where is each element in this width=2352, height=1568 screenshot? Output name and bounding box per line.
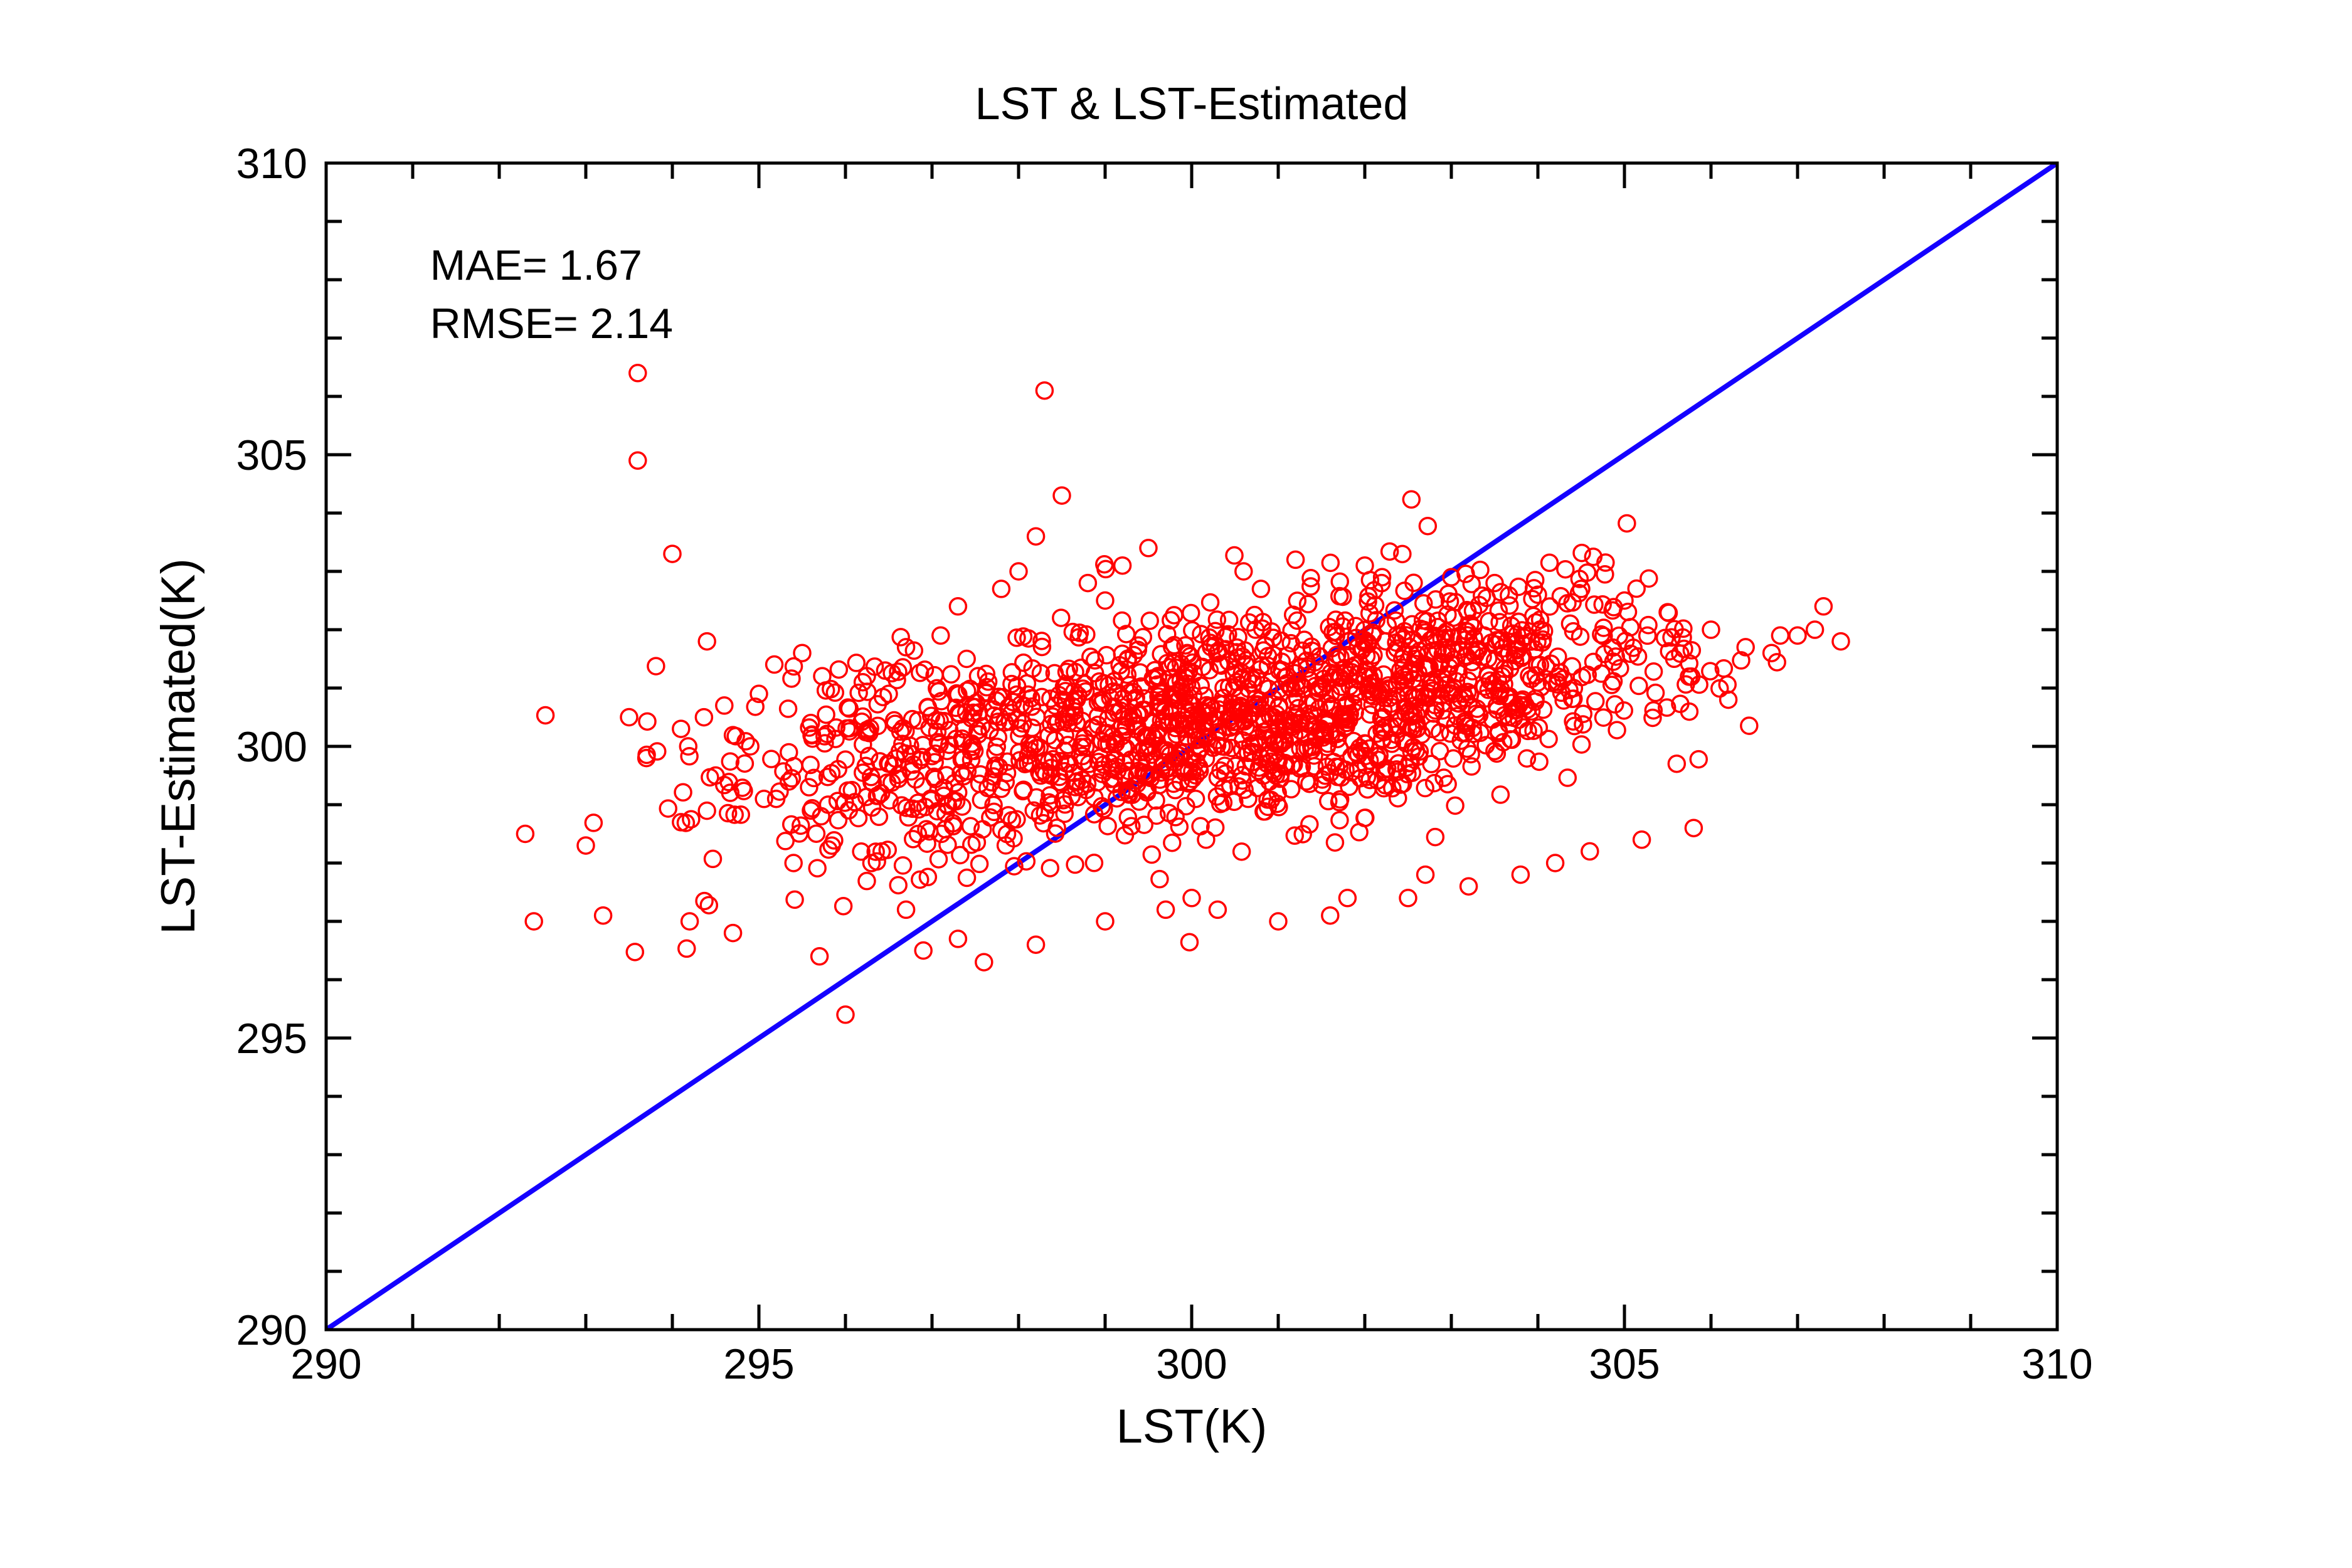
x-axis-label: LST(K): [1116, 1400, 1268, 1453]
x-tick-label: 305: [1589, 1340, 1660, 1388]
y-tick-label: 290: [236, 1306, 307, 1354]
y-tick-label: 300: [236, 723, 307, 771]
y-tick-label: 295: [236, 1015, 307, 1062]
y-tick-label: 305: [236, 432, 307, 479]
x-tick-label: 300: [1156, 1340, 1227, 1388]
y-axis-label: LST-Estimated(K): [152, 558, 205, 935]
x-tick-label: 310: [2021, 1340, 2092, 1388]
x-tick-label: 295: [723, 1340, 794, 1388]
y-tick-label: 310: [236, 140, 307, 188]
annotation-mae: MAE= 1.67: [430, 241, 642, 289]
scatter-chart: 290295300305310290295300305310LST & LST-…: [0, 0, 2352, 1568]
chart-svg: 290295300305310290295300305310LST & LST-…: [0, 0, 2352, 1568]
chart-title: LST & LST-Estimated: [975, 79, 1409, 129]
annotation-rmse: RMSE= 2.14: [430, 300, 673, 347]
chart-background: [0, 0, 2352, 1568]
